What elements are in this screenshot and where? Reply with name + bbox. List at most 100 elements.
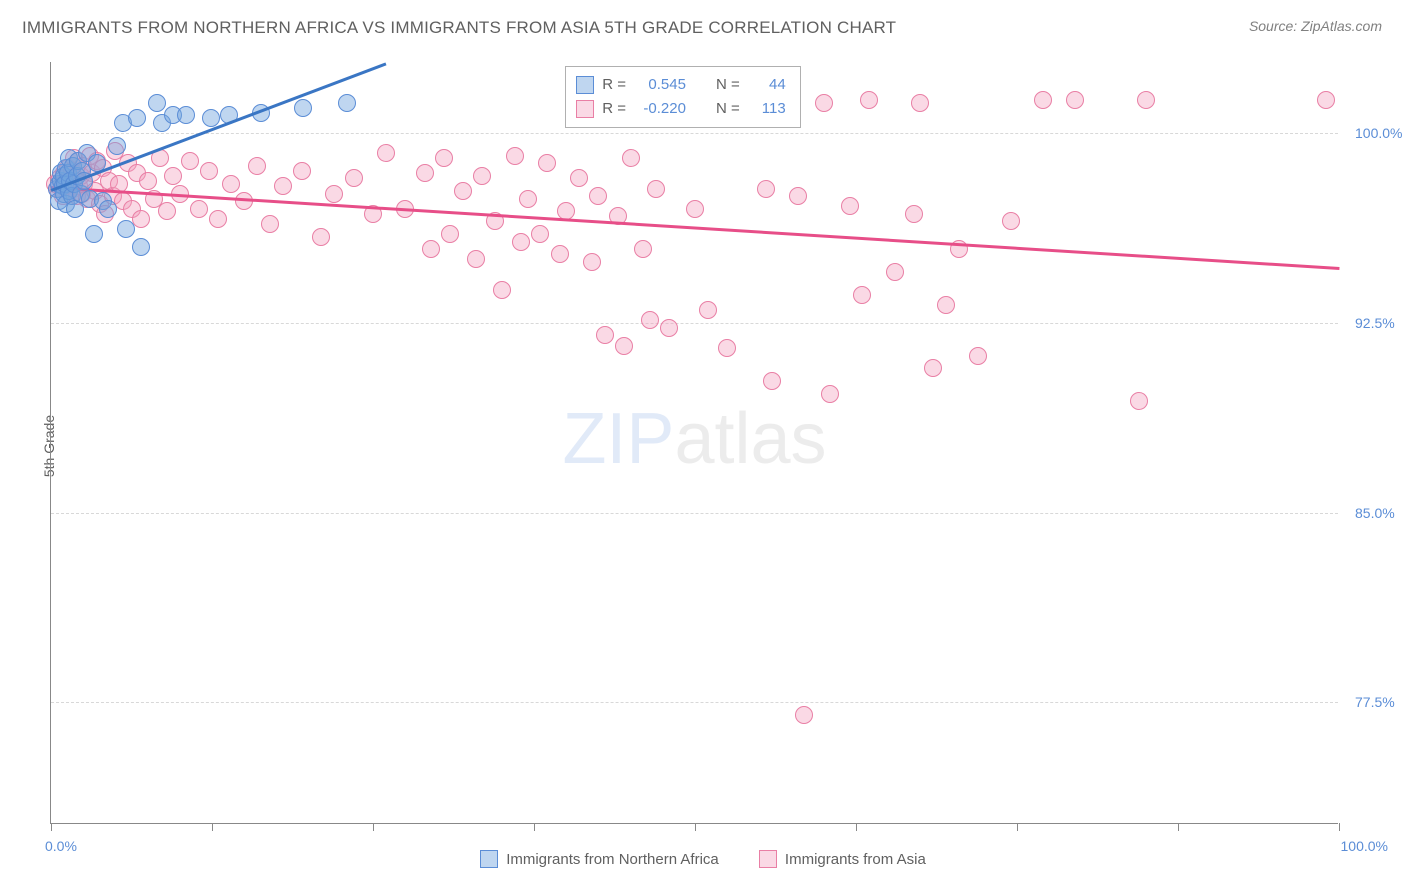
legend-label-northern-africa: Immigrants from Northern Africa — [506, 851, 719, 868]
scatter-point-asia — [139, 172, 157, 190]
y-tick-label: 100.0% — [1355, 125, 1402, 141]
scatter-point-asia — [1130, 392, 1148, 410]
chart-container: IMMIGRANTS FROM NORTHERN AFRICA VS IMMIG… — [0, 0, 1406, 892]
x-tick — [1178, 823, 1179, 831]
r-value-asia: -0.220 — [634, 97, 686, 121]
scatter-point-asia — [815, 94, 833, 112]
trendline-northern_africa — [51, 62, 387, 191]
scatter-point-asia — [454, 182, 472, 200]
scatter-point-asia — [841, 197, 859, 215]
y-tick-label: 92.5% — [1355, 315, 1395, 331]
legend-correlation-box: R =0.545N =44R =-0.220N =113 — [565, 66, 801, 128]
gridline — [51, 323, 1338, 324]
scatter-point-asia — [853, 286, 871, 304]
r-label: R = — [602, 73, 626, 97]
scatter-point-asia — [158, 202, 176, 220]
legend-row-asia: R =-0.220N =113 — [576, 97, 786, 121]
n-value-northern_africa: 44 — [748, 73, 786, 97]
scatter-point-asia — [248, 157, 266, 175]
plot-area: ZIPatlas 77.5%85.0%92.5%100.0% — [50, 62, 1338, 824]
x-tick — [534, 823, 535, 831]
scatter-point-northern_africa — [148, 94, 166, 112]
scatter-point-asia — [1034, 91, 1052, 109]
scatter-point-asia — [235, 192, 253, 210]
legend-label-asia: Immigrants from Asia — [785, 851, 926, 868]
scatter-point-asia — [164, 167, 182, 185]
trendline-asia — [51, 186, 1339, 270]
scatter-point-asia — [222, 175, 240, 193]
scatter-point-asia — [506, 147, 524, 165]
source-attribution: Source: ZipAtlas.com — [1249, 18, 1382, 34]
scatter-point-northern_africa — [338, 94, 356, 112]
scatter-point-asia — [538, 154, 556, 172]
scatter-point-northern_africa — [85, 225, 103, 243]
x-tick — [1017, 823, 1018, 831]
watermark-plain: atlas — [674, 398, 826, 478]
scatter-point-northern_africa — [132, 238, 150, 256]
scatter-point-northern_africa — [128, 109, 146, 127]
n-label: N = — [716, 73, 740, 97]
scatter-point-asia — [345, 169, 363, 187]
scatter-point-asia — [570, 169, 588, 187]
scatter-point-northern_africa — [99, 200, 117, 218]
scatter-point-asia — [622, 149, 640, 167]
scatter-point-asia — [763, 372, 781, 390]
scatter-point-asia — [924, 359, 942, 377]
watermark-accent: ZIP — [562, 398, 674, 478]
scatter-point-asia — [261, 215, 279, 233]
scatter-point-asia — [886, 263, 904, 281]
scatter-point-northern_africa — [117, 220, 135, 238]
x-tick — [695, 823, 696, 831]
scatter-point-asia — [132, 210, 150, 228]
x-tick — [212, 823, 213, 831]
scatter-point-asia — [596, 326, 614, 344]
gridline — [51, 513, 1338, 514]
scatter-point-asia — [718, 339, 736, 357]
x-tick — [1339, 823, 1340, 831]
n-label: N = — [716, 97, 740, 121]
legend-item-asia: Immigrants from Asia — [759, 850, 926, 868]
scatter-point-asia — [422, 240, 440, 258]
r-value-northern_africa: 0.545 — [634, 73, 686, 97]
scatter-point-asia — [647, 180, 665, 198]
scatter-point-asia — [969, 347, 987, 365]
scatter-point-northern_africa — [177, 106, 195, 124]
scatter-point-asia — [325, 185, 343, 203]
scatter-point-asia — [641, 311, 659, 329]
scatter-point-asia — [1317, 91, 1335, 109]
scatter-point-asia — [583, 253, 601, 271]
scatter-point-asia — [1137, 91, 1155, 109]
scatter-point-asia — [200, 162, 218, 180]
scatter-point-asia — [493, 281, 511, 299]
scatter-point-asia — [634, 240, 652, 258]
scatter-point-asia — [377, 144, 395, 162]
chart-title: IMMIGRANTS FROM NORTHERN AFRICA VS IMMIG… — [22, 18, 896, 38]
y-tick-label: 77.5% — [1355, 694, 1395, 710]
scatter-point-asia — [660, 319, 678, 337]
legend-bottom: Immigrants from Northern Africa Immigran… — [0, 850, 1406, 872]
scatter-point-asia — [789, 187, 807, 205]
watermark: ZIPatlas — [562, 397, 826, 479]
scatter-point-asia — [795, 706, 813, 724]
scatter-point-asia — [181, 152, 199, 170]
scatter-point-asia — [190, 200, 208, 218]
r-label: R = — [602, 97, 626, 121]
scatter-point-asia — [615, 337, 633, 355]
x-max-label: 100.0% — [1341, 838, 1388, 854]
scatter-point-asia — [416, 164, 434, 182]
scatter-point-asia — [1066, 91, 1084, 109]
scatter-point-asia — [757, 180, 775, 198]
legend-row-northern_africa: R = 0.545 N = 44 — [576, 73, 786, 97]
scatter-point-asia — [699, 301, 717, 319]
gridline — [51, 133, 1338, 134]
swatch-asia — [759, 850, 777, 868]
scatter-point-asia — [441, 225, 459, 243]
scatter-point-asia — [531, 225, 549, 243]
scatter-point-asia — [1002, 212, 1020, 230]
x-tick — [51, 823, 52, 831]
y-tick-label: 85.0% — [1355, 505, 1395, 521]
scatter-point-asia — [905, 205, 923, 223]
scatter-point-asia — [312, 228, 330, 246]
scatter-point-northern_africa — [294, 99, 312, 117]
scatter-point-asia — [860, 91, 878, 109]
